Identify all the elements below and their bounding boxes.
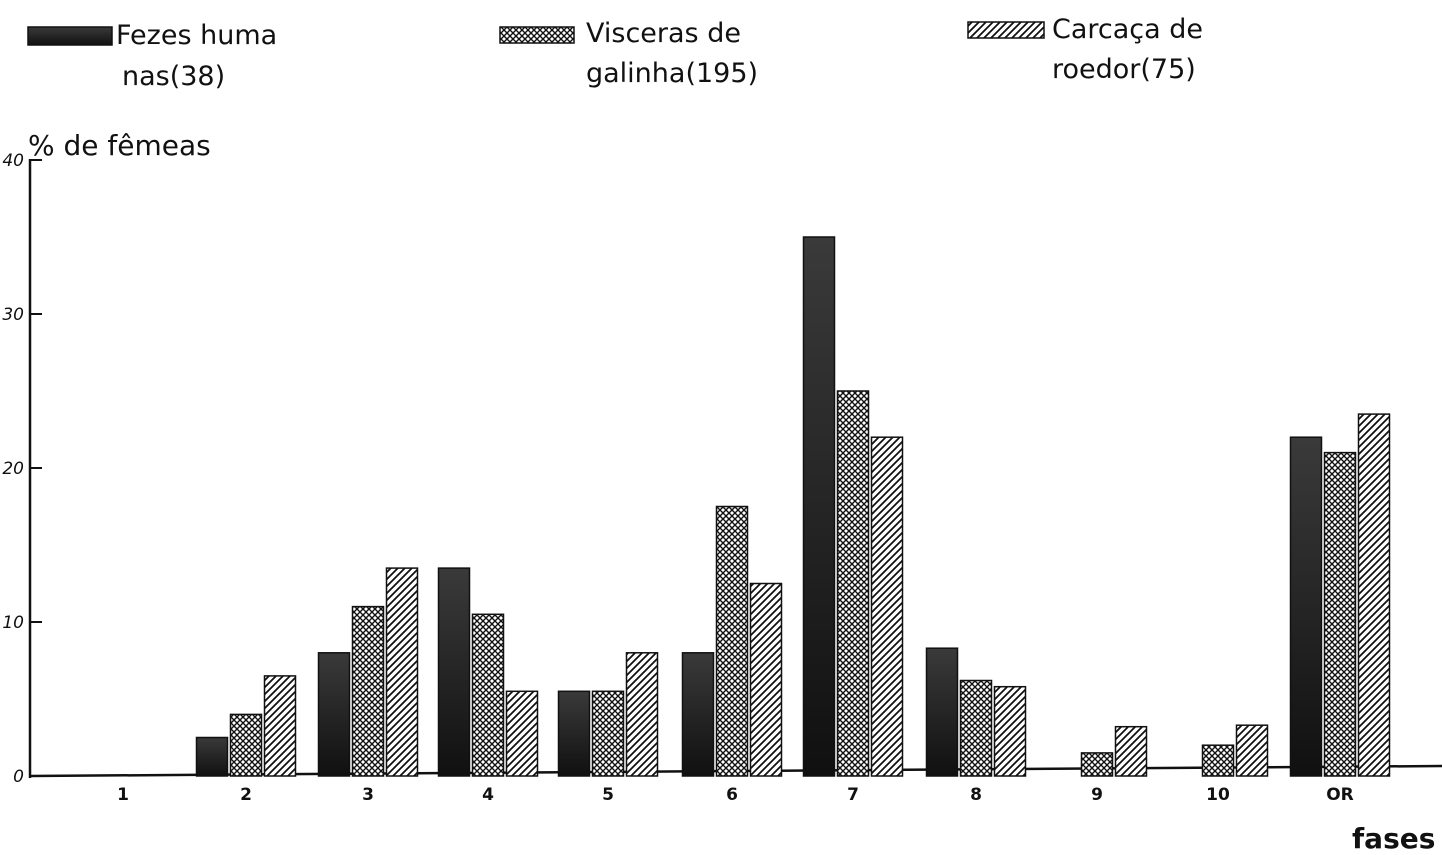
bar-visceras-fase-8	[959, 679, 993, 777]
legend-item-fezes: Fezes huma nas(38)	[27, 20, 277, 92]
bar-visceras-fase-OR	[1323, 451, 1357, 777]
bar-visceras-fase-3	[351, 605, 385, 777]
bar-fezes-fase-5	[557, 690, 591, 777]
bar-visceras-fase-10	[1201, 744, 1235, 777]
y-tick-label: 10	[2, 613, 24, 633]
x-axis-title: fases	[1352, 822, 1435, 855]
legend-item-visceras: Visceras de galinha(195)	[499, 18, 758, 89]
bar-visceras-fase-2	[229, 713, 263, 777]
bar-carcaca-fase-2	[263, 675, 297, 777]
bar-carcaca-fase-3	[385, 567, 419, 777]
y-tick-label: 40	[2, 151, 24, 171]
legend-label-carcaca-line1: Carcaça de	[1052, 14, 1203, 45]
bar-carcaca-fase-4	[505, 690, 539, 777]
x-tick-label: 3	[362, 785, 374, 805]
bar-carcaca-fase-8	[993, 685, 1027, 777]
y-tick-label: 0	[13, 767, 24, 787]
bars	[195, 236, 1391, 777]
bar-fezes-fase-4	[437, 567, 471, 777]
x-tick-label: 8	[970, 785, 982, 805]
bar-visceras-fase-4	[471, 613, 505, 777]
x-tick-label: 9	[1091, 785, 1103, 805]
bar-fezes-fase-8	[925, 647, 959, 777]
legend-swatch-visceras	[499, 26, 575, 44]
bar-visceras-fase-5	[591, 690, 625, 777]
legend-item-carcaca: Carcaça de roedor(75)	[967, 14, 1203, 85]
bar-fezes-fase-2	[195, 736, 229, 777]
bar-visceras-fase-9	[1080, 752, 1114, 777]
legend-swatch-carcaca	[967, 21, 1045, 39]
bar-carcaca-fase-10	[1235, 724, 1269, 777]
bar-carcaca-fase-9	[1114, 725, 1148, 777]
y-ticks: 0 10 20 30 40	[2, 151, 42, 787]
y-tick-label: 30	[2, 305, 24, 325]
legend-label-fezes-line1: Fezes huma	[116, 20, 277, 51]
bar-fezes-fase-OR	[1289, 436, 1323, 777]
y-axis-title: % de fêmeas	[28, 129, 211, 162]
x-tick-label: 1	[117, 785, 129, 805]
bar-visceras-fase-7	[836, 390, 870, 777]
legend-label-visceras-line2: galinha(195)	[586, 58, 758, 89]
y-tick-label: 20	[2, 459, 24, 479]
x-tick-label: 6	[726, 785, 738, 805]
x-ticks: 1 2 3 4 5 6 7 8 9 10 OR	[117, 785, 1354, 805]
bar-carcaca-fase-5	[625, 652, 659, 777]
legend-label-fezes-line2: nas(38)	[122, 61, 225, 92]
legend: Fezes huma nas(38) Visceras de galinha(1…	[27, 14, 1203, 92]
bar-carcaca-fase-6	[749, 582, 783, 777]
bar-fezes-fase-6	[681, 652, 715, 777]
x-tick-label: 5	[602, 785, 614, 805]
x-tick-label: 7	[847, 785, 859, 805]
bar-carcaca-fase-7	[870, 436, 904, 777]
legend-label-visceras-line1: Visceras de	[586, 18, 741, 49]
legend-label-carcaca-line2: roedor(75)	[1052, 54, 1196, 85]
x-tick-label: 2	[240, 785, 252, 805]
bar-carcaca-fase-OR	[1357, 413, 1391, 777]
bar-visceras-fase-6	[715, 505, 749, 777]
legend-swatch-fezes	[27, 26, 113, 46]
x-tick-label: OR	[1326, 785, 1354, 805]
x-tick-label: 10	[1206, 785, 1230, 805]
x-tick-label: 4	[482, 785, 494, 805]
bar-fezes-fase-7	[802, 236, 836, 777]
bar-fezes-fase-3	[317, 652, 351, 777]
